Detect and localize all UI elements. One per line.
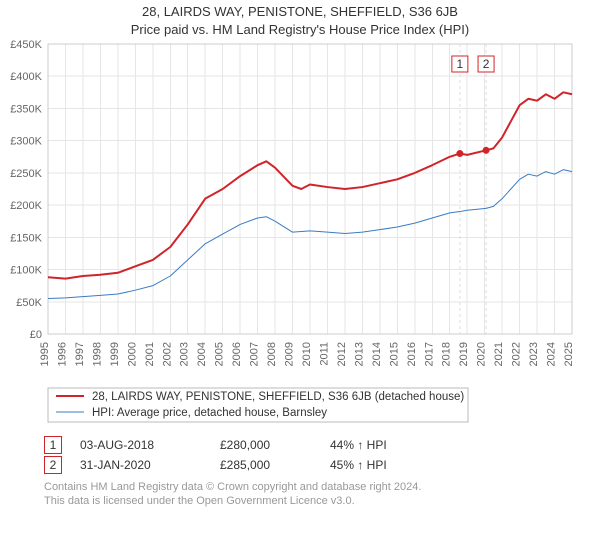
x-tick-label: 2021 <box>493 342 505 366</box>
x-tick-label: 1999 <box>109 342 121 366</box>
x-tick-label: 2018 <box>441 342 453 366</box>
sale-marker-number: 2 <box>483 57 490 71</box>
x-tick-label: 2024 <box>546 342 558 366</box>
x-tick-label: 2003 <box>179 342 191 366</box>
y-tick-label: £300K <box>10 136 42 148</box>
x-tick-label: 2010 <box>301 342 313 366</box>
sale-row: 2 31-JAN-2020£285,00045% ↑ HPI <box>0 455 600 475</box>
footer-line-1: Contains HM Land Registry data © Crown c… <box>44 481 600 495</box>
x-tick-label: 2023 <box>528 342 540 366</box>
x-tick-label: 2020 <box>476 342 488 366</box>
sale-row-marker: 1 <box>44 436 62 454</box>
x-tick-label: 2009 <box>284 342 296 366</box>
x-tick-label: 2002 <box>161 342 173 366</box>
x-tick-label: 2001 <box>144 342 156 366</box>
chart-container: 28, LAIRDS WAY, PENISTONE, SHEFFIELD, S3… <box>0 0 600 435</box>
y-tick-label: £250K <box>10 168 42 180</box>
x-tick-label: 2017 <box>423 342 435 366</box>
y-tick-label: £50K <box>16 297 42 309</box>
x-tick-label: 1996 <box>56 342 68 366</box>
sale-row-price: £285,000 <box>220 458 330 472</box>
x-tick-label: 1997 <box>74 342 86 366</box>
y-tick-label: £150K <box>10 232 42 244</box>
sale-row-pct: 44% ↑ HPI <box>330 438 450 452</box>
x-tick-label: 2005 <box>214 342 226 366</box>
x-tick-label: 2012 <box>336 342 348 366</box>
sale-row-date: 31-JAN-2020 <box>80 458 220 472</box>
x-tick-label: 2013 <box>353 342 365 366</box>
sale-row-date: 03-AUG-2018 <box>80 438 220 452</box>
sale-marker-number: 1 <box>457 57 464 71</box>
sale-dot <box>456 150 463 157</box>
sale-dot <box>483 147 490 154</box>
x-tick-label: 1998 <box>91 342 103 366</box>
sale-row-marker: 2 <box>44 456 62 474</box>
x-tick-label: 2011 <box>318 342 330 366</box>
x-tick-label: 2007 <box>249 342 261 366</box>
x-tick-label: 1995 <box>39 342 51 366</box>
sale-row: 1 03-AUG-2018£280,00044% ↑ HPI <box>0 435 600 455</box>
x-tick-label: 2006 <box>231 342 243 366</box>
footer-line-2: This data is licensed under the Open Gov… <box>44 495 600 509</box>
chart-title: 28, LAIRDS WAY, PENISTONE, SHEFFIELD, S3… <box>142 4 458 19</box>
x-tick-label: 2019 <box>458 342 470 366</box>
x-tick-label: 2014 <box>371 342 383 366</box>
y-tick-label: £400K <box>10 71 42 83</box>
price-chart-svg: 28, LAIRDS WAY, PENISTONE, SHEFFIELD, S3… <box>0 0 600 430</box>
footer-attribution: Contains HM Land Registry data © Crown c… <box>0 475 600 509</box>
x-tick-label: 2022 <box>511 342 523 366</box>
y-tick-label: £200K <box>10 200 42 212</box>
y-tick-label: £350K <box>10 103 42 115</box>
x-tick-label: 2025 <box>563 342 575 366</box>
sale-row-price: £280,000 <box>220 438 330 452</box>
chart-subtitle: Price paid vs. HM Land Registry's House … <box>131 22 469 37</box>
x-tick-label: 2008 <box>266 342 278 366</box>
legend-label: HPI: Average price, detached house, Barn… <box>92 407 327 419</box>
y-tick-label: £0 <box>30 329 42 341</box>
legend-label: 28, LAIRDS WAY, PENISTONE, SHEFFIELD, S3… <box>92 391 464 403</box>
x-tick-label: 2016 <box>406 342 418 366</box>
y-tick-label: £100K <box>10 265 42 277</box>
sales-table: 1 03-AUG-2018£280,00044% ↑ HPI 2 31-JAN-202… <box>0 435 600 475</box>
sale-row-pct: 45% ↑ HPI <box>330 458 450 472</box>
x-tick-label: 2004 <box>196 342 208 366</box>
y-tick-label: £450K <box>10 39 42 51</box>
x-tick-label: 2015 <box>388 342 400 366</box>
x-tick-label: 2000 <box>126 342 138 366</box>
